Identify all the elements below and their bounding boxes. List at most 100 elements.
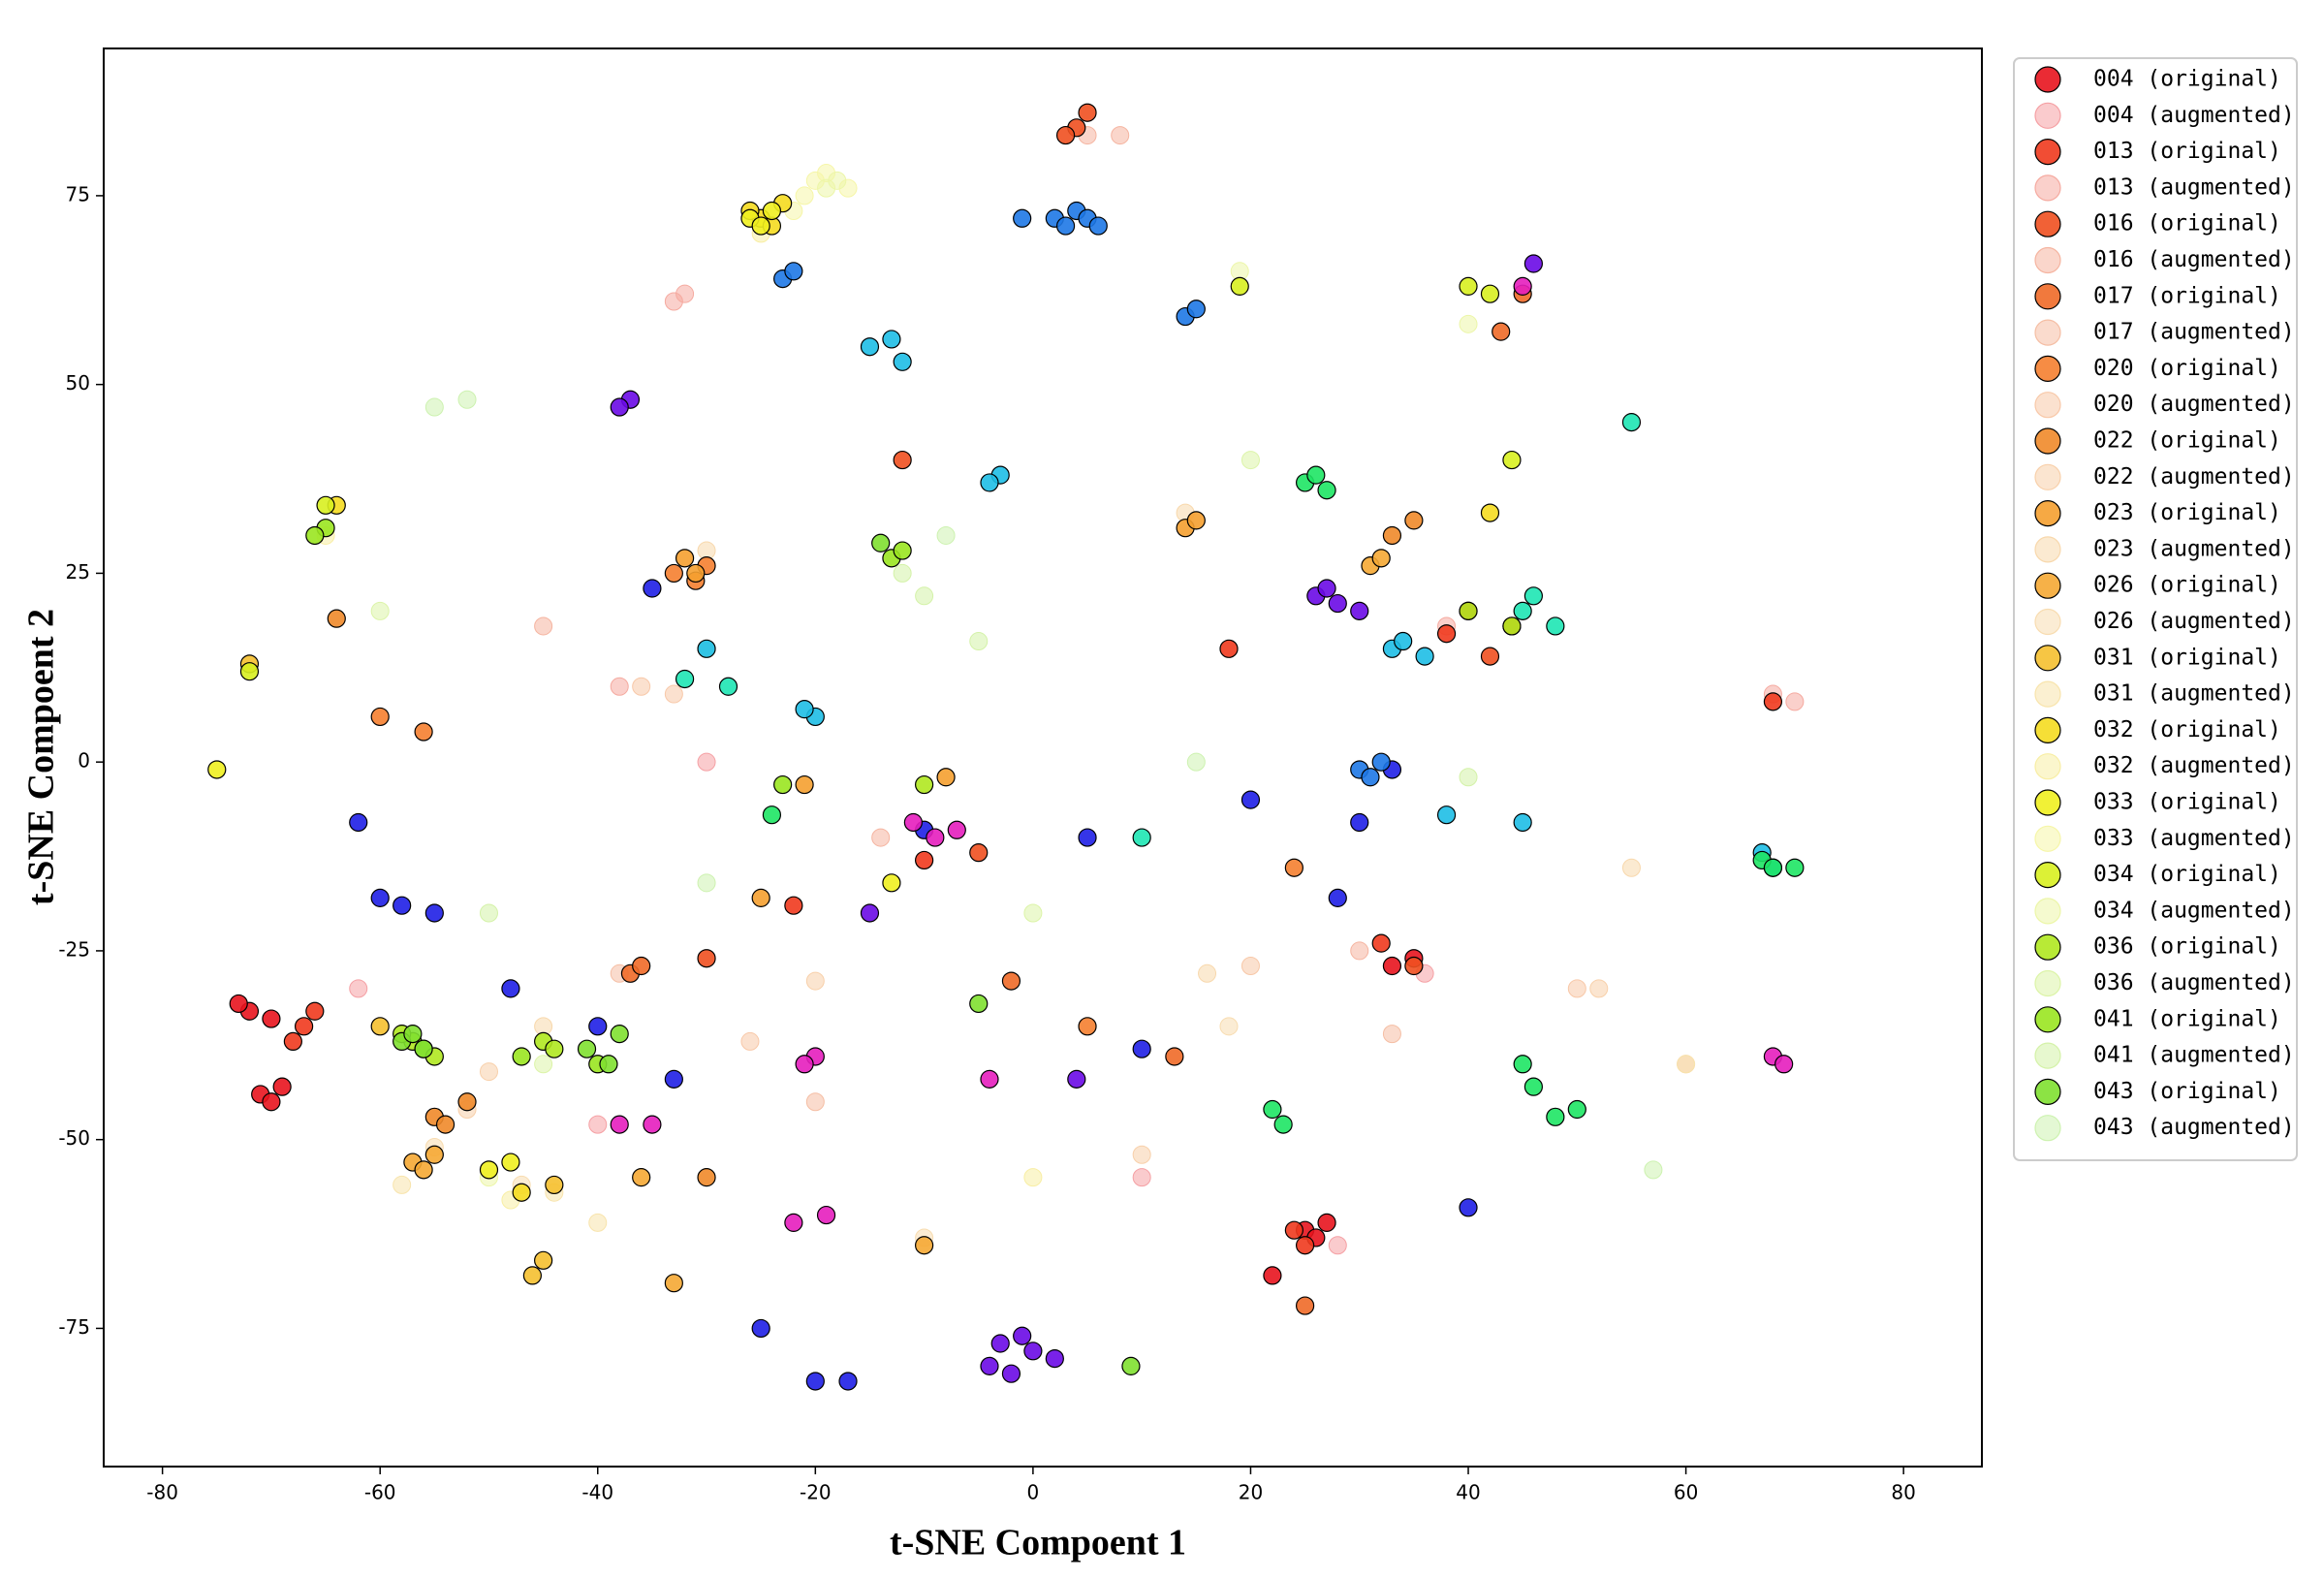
point (414, 722, 433, 742)
points (207, 103, 1805, 1391)
point (784, 1213, 803, 1232)
legend-label: 017 (original) (2093, 283, 2281, 308)
point (403, 1025, 423, 1044)
point (1078, 103, 1097, 122)
point (1317, 1213, 1336, 1232)
point (1589, 979, 1609, 998)
point (1523, 254, 1543, 273)
y-tick-label: 50 (66, 371, 90, 395)
point (1382, 525, 1402, 546)
point (1263, 1266, 1282, 1285)
y-tick-label: 25 (66, 560, 90, 584)
point (1404, 511, 1424, 530)
point (1350, 601, 1369, 620)
point (936, 525, 956, 545)
point (424, 397, 444, 417)
legend-marker (2034, 716, 2061, 744)
point (393, 896, 412, 915)
point (501, 1153, 520, 1172)
point (675, 549, 695, 568)
legend-label: 022 (augmented) (2093, 464, 2295, 489)
point (860, 337, 880, 357)
point (882, 873, 901, 893)
y-tick-label: -50 (58, 1126, 90, 1150)
point (316, 495, 335, 515)
point (697, 873, 716, 893)
point (262, 1092, 281, 1112)
legend-marker (2034, 392, 2061, 419)
point (522, 1266, 542, 1285)
point (1045, 1349, 1064, 1369)
point (643, 1115, 662, 1134)
point (610, 677, 629, 696)
legend-marker (2034, 174, 2061, 202)
legend-label: 022 (original) (2093, 428, 2281, 454)
legend-marker (2034, 499, 2061, 527)
legend-label: 036 (original) (2093, 934, 2281, 960)
point (588, 1115, 608, 1134)
x-tick-label: -60 (364, 1481, 396, 1504)
point (1774, 1055, 1794, 1074)
point (534, 1250, 553, 1270)
legend-marker (2034, 645, 2061, 672)
point (599, 1055, 618, 1074)
point (697, 752, 716, 772)
legend-marker (2034, 463, 2061, 490)
point (1013, 1326, 1032, 1345)
y-tick-label: 75 (66, 182, 90, 205)
point (1055, 216, 1076, 236)
x-tick-label: 0 (1027, 1481, 1040, 1504)
point (1371, 933, 1391, 953)
point (239, 662, 260, 681)
legend-label: 026 (augmented) (2093, 609, 2295, 634)
point (969, 843, 989, 863)
legend-marker (2034, 1078, 2061, 1106)
legend-label: 043 (original) (2093, 1079, 2281, 1104)
point (414, 1160, 433, 1180)
legend-marker (2034, 355, 2061, 382)
point (664, 1069, 683, 1089)
point (697, 1168, 716, 1187)
legend-label: 004 (augmented) (2093, 103, 2295, 128)
point (915, 1236, 934, 1255)
point (1132, 1039, 1151, 1058)
legend-label: 017 (augmented) (2093, 320, 2295, 345)
point (980, 1356, 999, 1375)
x-axis-label: t-SNE Compoent 1 (890, 1523, 1186, 1563)
point (1459, 768, 1478, 787)
point (784, 262, 803, 281)
point (1361, 768, 1380, 787)
point (1382, 956, 1402, 976)
point (610, 397, 629, 417)
legend-marker (2034, 608, 2061, 636)
legend-marker (2034, 933, 2061, 961)
point (1296, 1296, 1315, 1315)
legend-label: 013 (augmented) (2093, 174, 2295, 200)
point (1621, 858, 1641, 877)
legend-label: 032 (original) (2093, 717, 2281, 742)
point (1132, 1145, 1151, 1164)
point (1023, 1168, 1043, 1187)
point (283, 1031, 302, 1052)
legend-label: 016 (original) (2093, 211, 2281, 237)
legend-marker (2034, 210, 2061, 237)
point (903, 812, 923, 833)
point (1459, 314, 1478, 333)
point (980, 473, 999, 492)
point (860, 903, 880, 923)
point (1546, 1107, 1565, 1126)
legend-label: 016 (augmented) (2093, 247, 2295, 272)
legend-marker (2034, 1115, 2061, 1142)
point (1001, 971, 1021, 991)
legend-label: 034 (original) (2093, 862, 2281, 887)
point (1371, 752, 1391, 772)
point (632, 677, 651, 696)
point (969, 994, 989, 1014)
point (1567, 1099, 1586, 1120)
point (295, 1017, 314, 1036)
point (762, 201, 782, 221)
point (370, 707, 390, 727)
x-tick-label: -80 (146, 1481, 178, 1504)
point (1382, 1025, 1401, 1044)
